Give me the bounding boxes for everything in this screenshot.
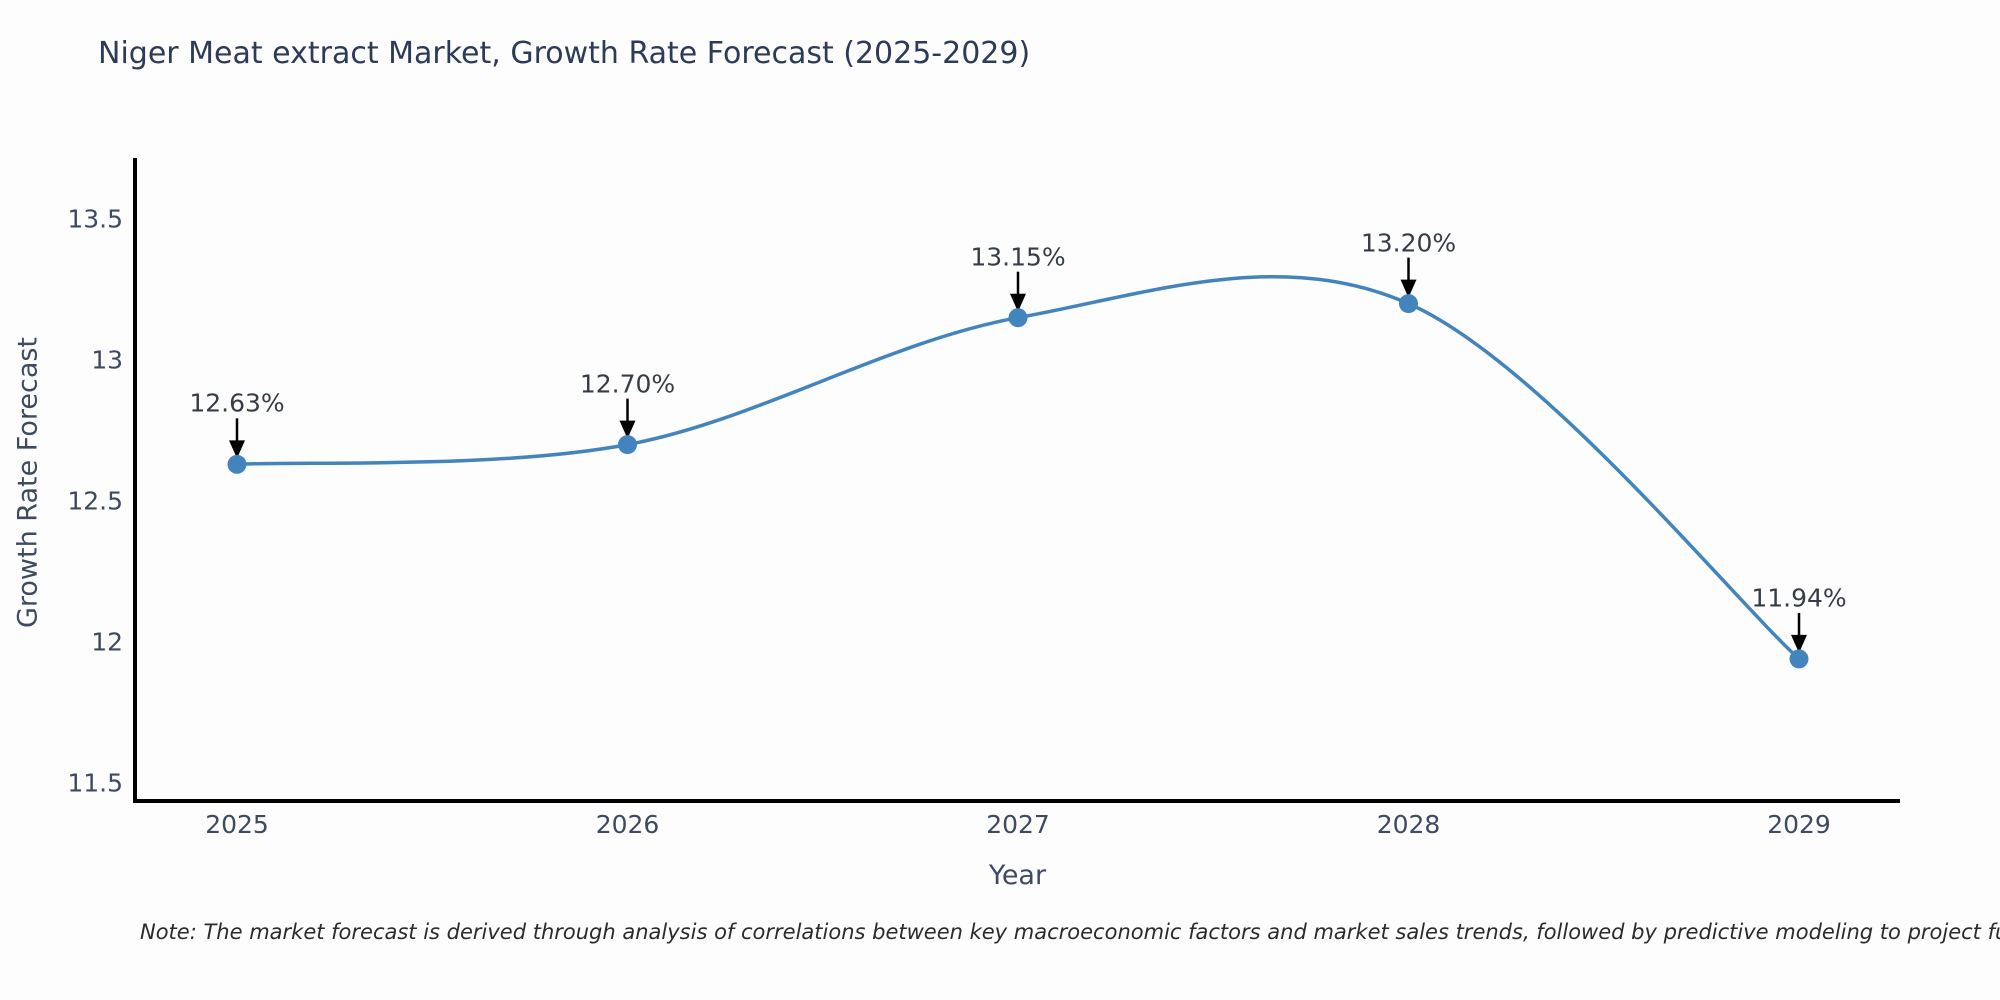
x-tick-label: 2026 bbox=[595, 810, 660, 839]
x-tick-label: 2029 bbox=[1767, 810, 1831, 839]
annotation-arrow-head bbox=[619, 420, 636, 439]
annotation-arrow-head bbox=[1400, 279, 1417, 298]
data-point-value-label: 13.20% bbox=[1360, 228, 1457, 258]
x-axis-title: Year bbox=[988, 860, 1047, 891]
data-point-marker bbox=[1399, 294, 1418, 314]
y-tick-label: 11.5 bbox=[67, 768, 123, 798]
forecast-line bbox=[236, 274, 1801, 661]
data-point-value-label: 12.63% bbox=[189, 388, 285, 418]
data-point-value-label: 12.70% bbox=[579, 369, 676, 399]
y-tick-label: 12 bbox=[91, 627, 123, 657]
data-point-value-label: 11.94% bbox=[1751, 583, 1847, 613]
data-point-marker bbox=[227, 454, 247, 474]
x-tick-label: 2027 bbox=[986, 810, 1050, 839]
x-tick-label: 2028 bbox=[1376, 810, 1441, 839]
y-tick-label: 13 bbox=[91, 345, 123, 375]
footnote: Note: The market forecast is derived thr… bbox=[140, 920, 2000, 944]
data-point-marker bbox=[618, 435, 637, 455]
x-tick-label: 2025 bbox=[205, 810, 269, 839]
y-tick-label: 13.5 bbox=[67, 204, 123, 234]
data-point-marker bbox=[1008, 308, 1028, 328]
y-tick-label: 12.5 bbox=[67, 486, 123, 516]
chart-title: Niger Meat extract Market, Growth Rate F… bbox=[98, 36, 1031, 71]
data-point-marker bbox=[1789, 649, 1809, 669]
annotation-arrow-head bbox=[229, 440, 245, 459]
annotation-arrow-head bbox=[1791, 634, 1807, 653]
data-point-value-label: 13.15% bbox=[970, 242, 1066, 272]
annotation-arrow-head bbox=[1010, 293, 1026, 312]
